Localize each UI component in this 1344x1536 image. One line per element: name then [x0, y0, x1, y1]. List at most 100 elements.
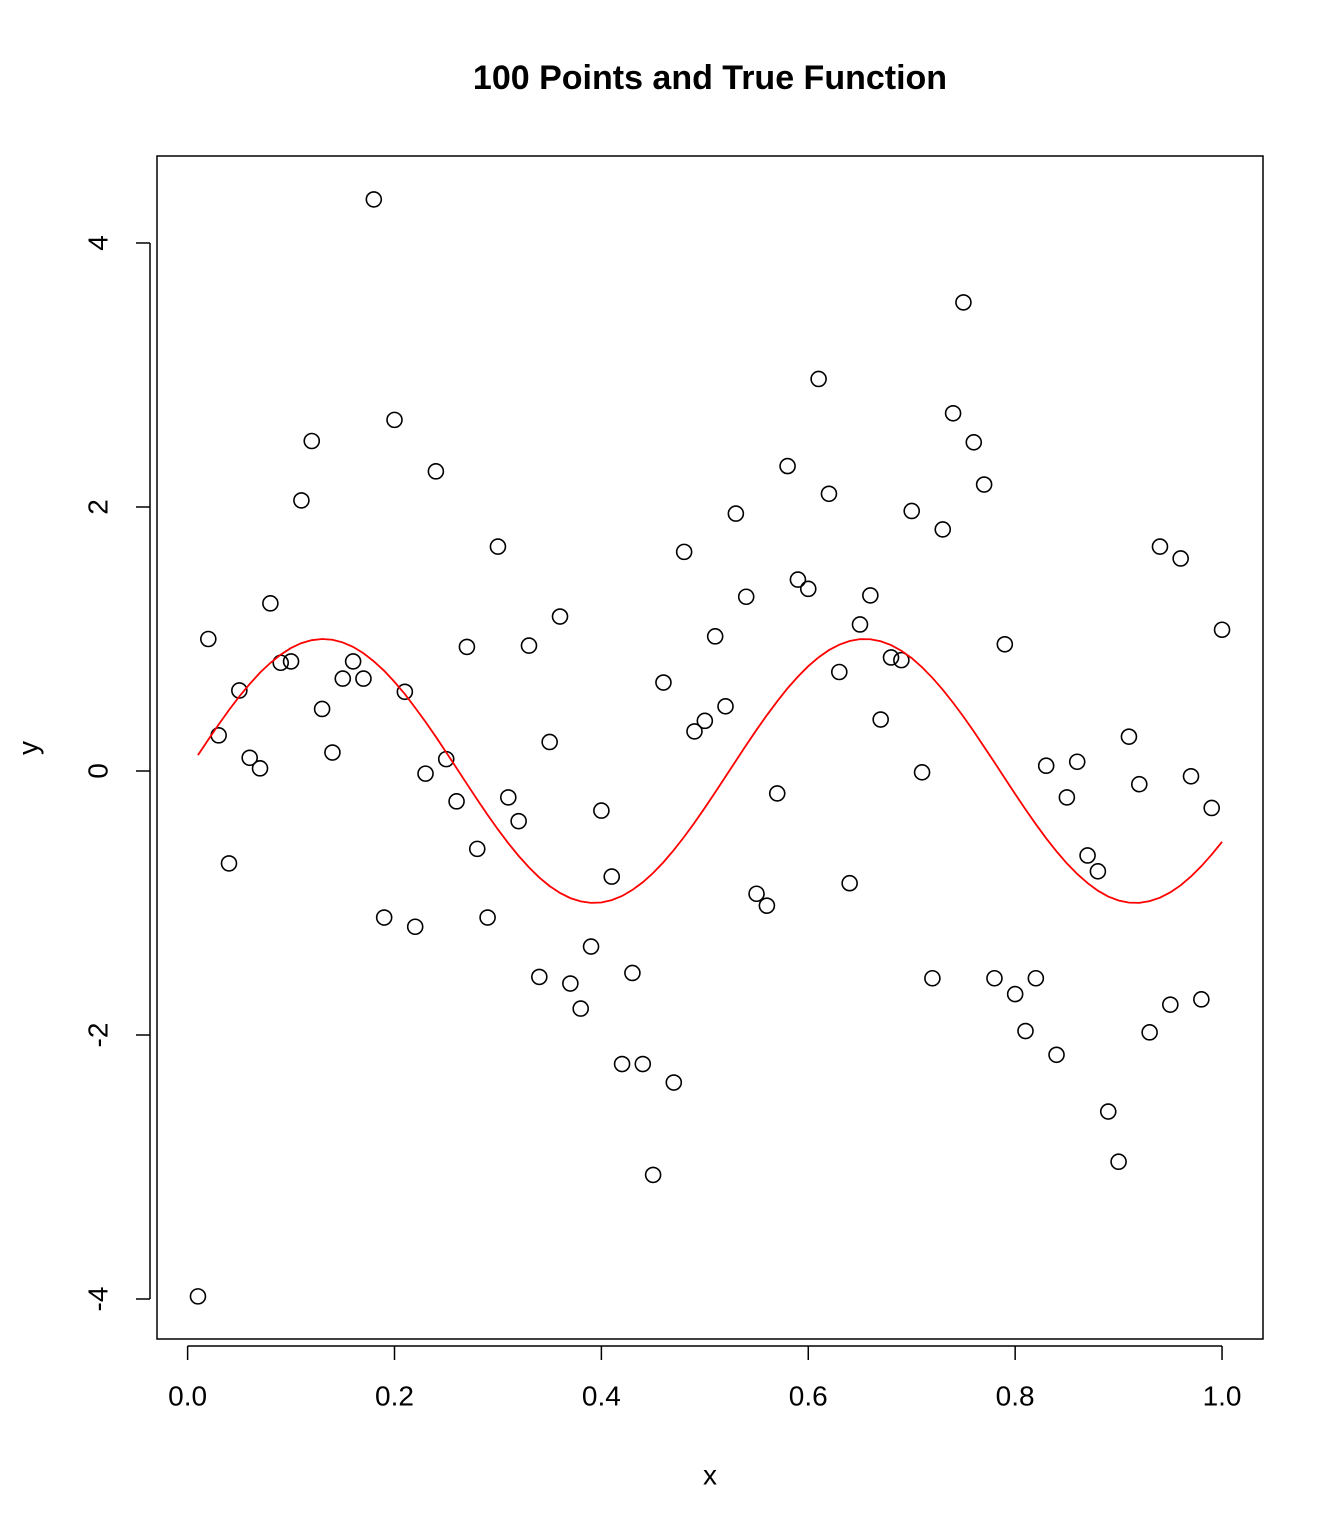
data-point — [779, 457, 796, 475]
data-point — [955, 294, 972, 311]
data-point — [924, 969, 941, 987]
data-point — [799, 580, 817, 598]
x-tick-label: 0.0 — [168, 1380, 207, 1411]
data-point — [1172, 550, 1189, 567]
data-point — [1120, 728, 1138, 745]
data-point — [1079, 847, 1096, 864]
data-point — [603, 868, 621, 885]
data-point — [986, 969, 1003, 987]
data-point — [903, 502, 921, 520]
data-point — [727, 505, 745, 522]
data-point — [324, 744, 341, 761]
data-point — [717, 698, 734, 715]
data-point — [293, 492, 310, 509]
data-point — [262, 595, 279, 612]
data-point — [520, 637, 538, 654]
data-point — [737, 588, 755, 606]
data-point — [210, 727, 227, 744]
data-point — [375, 909, 393, 926]
data-point — [1193, 991, 1210, 1008]
y-tick-label: 4 — [82, 235, 113, 251]
data-point — [427, 463, 445, 480]
data-point — [282, 653, 300, 670]
data-point — [499, 789, 517, 806]
data-point — [344, 653, 362, 670]
data-point — [272, 654, 290, 672]
data-point — [696, 712, 714, 730]
data-point — [810, 370, 827, 388]
data-point — [458, 638, 476, 656]
data-point — [1213, 621, 1231, 639]
data-point — [851, 616, 869, 633]
y-tick-label: -4 — [82, 1287, 113, 1312]
data-point — [841, 874, 858, 892]
x-tick-label: 0.4 — [582, 1380, 621, 1411]
data-point — [541, 733, 558, 751]
data-point — [200, 630, 217, 648]
data-point — [1058, 789, 1076, 806]
data-point — [613, 1055, 631, 1073]
data-point — [365, 191, 383, 208]
data-point — [1203, 799, 1220, 817]
data-point — [748, 885, 765, 903]
data-point — [634, 1055, 652, 1073]
x-tick-label: 0.8 — [996, 1380, 1035, 1411]
data-point — [417, 765, 434, 782]
data-point — [1089, 863, 1107, 880]
data-point — [1141, 1024, 1158, 1041]
y-tick-label: 2 — [82, 499, 113, 515]
data-point — [975, 476, 993, 493]
y-tick-label: 0 — [82, 763, 113, 779]
chart-title: 100 Points and True Function — [473, 59, 947, 97]
data-point — [1130, 775, 1148, 793]
y-axis-label: y — [12, 741, 43, 755]
data-point — [251, 760, 269, 777]
data-point — [1099, 1103, 1117, 1120]
data-point — [758, 897, 776, 914]
data-point — [313, 700, 331, 718]
data-point — [789, 571, 807, 588]
data-point — [882, 649, 900, 666]
x-tick-label: 1.0 — [1203, 1380, 1242, 1411]
data-point — [893, 651, 910, 669]
data-point — [944, 404, 962, 422]
data-point — [1068, 753, 1086, 771]
data-point — [965, 434, 983, 451]
data-point — [582, 938, 600, 955]
data-point — [231, 682, 248, 699]
data-point — [510, 812, 527, 830]
data-point — [665, 1074, 683, 1091]
data-point — [831, 663, 848, 681]
x-tick-label: 0.2 — [375, 1380, 414, 1411]
x-axis-label: x — [703, 1459, 717, 1490]
data-point — [241, 749, 258, 767]
data-point — [644, 1166, 662, 1184]
data-point — [531, 968, 548, 986]
y-tick-label: -2 — [82, 1023, 113, 1048]
data-point — [551, 608, 569, 625]
data-point — [934, 521, 952, 538]
data-point — [872, 711, 889, 728]
data-point — [593, 802, 610, 819]
data-point — [655, 674, 672, 691]
data-point — [913, 764, 931, 781]
x-tick-label: 0.6 — [789, 1380, 828, 1411]
plot-box — [156, 155, 1264, 1340]
data-point — [675, 543, 693, 561]
data-point — [386, 411, 403, 429]
data-point — [396, 683, 414, 701]
data-point — [820, 485, 838, 503]
data-point — [220, 855, 238, 872]
data-point — [355, 670, 372, 687]
data-point — [189, 1288, 207, 1305]
data-point — [303, 432, 321, 450]
data-point — [1006, 985, 1024, 1003]
data-point — [572, 1000, 589, 1017]
data-point — [1027, 969, 1045, 987]
data-point — [489, 538, 507, 555]
data-point — [1162, 996, 1179, 1013]
data-point — [706, 628, 724, 645]
true-function-line — [197, 638, 1223, 904]
data-point — [1037, 757, 1055, 775]
data-point — [406, 918, 424, 936]
